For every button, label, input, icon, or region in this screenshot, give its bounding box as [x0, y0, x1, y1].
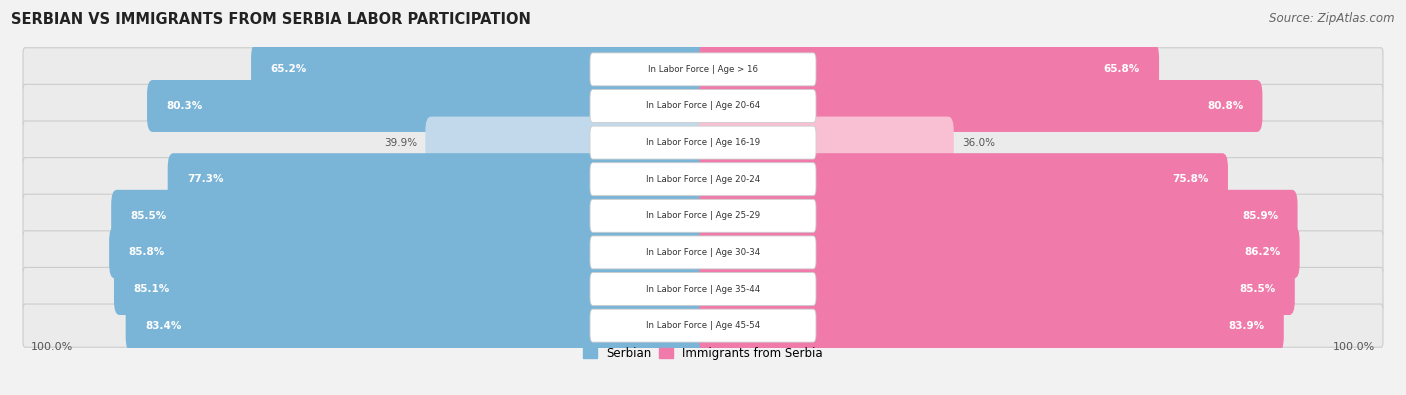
- Text: 77.3%: 77.3%: [187, 174, 224, 184]
- FancyBboxPatch shape: [591, 90, 815, 122]
- FancyBboxPatch shape: [699, 226, 1299, 278]
- Text: 86.2%: 86.2%: [1244, 247, 1281, 258]
- Text: 36.0%: 36.0%: [962, 137, 995, 148]
- FancyBboxPatch shape: [22, 267, 1384, 310]
- FancyBboxPatch shape: [22, 194, 1384, 237]
- Text: 39.9%: 39.9%: [384, 137, 418, 148]
- Text: 65.8%: 65.8%: [1104, 64, 1140, 74]
- FancyBboxPatch shape: [148, 80, 709, 132]
- Text: 100.0%: 100.0%: [1333, 342, 1375, 352]
- Text: 85.8%: 85.8%: [128, 247, 165, 258]
- Text: In Labor Force | Age 20-64: In Labor Force | Age 20-64: [645, 102, 761, 111]
- FancyBboxPatch shape: [591, 273, 815, 305]
- Text: In Labor Force | Age 20-24: In Labor Force | Age 20-24: [645, 175, 761, 184]
- FancyBboxPatch shape: [426, 117, 709, 169]
- FancyBboxPatch shape: [167, 153, 709, 205]
- FancyBboxPatch shape: [22, 85, 1384, 128]
- FancyBboxPatch shape: [114, 263, 709, 315]
- Text: 85.5%: 85.5%: [131, 211, 167, 221]
- FancyBboxPatch shape: [699, 263, 1295, 315]
- FancyBboxPatch shape: [699, 153, 1227, 205]
- Text: 85.5%: 85.5%: [1239, 284, 1275, 294]
- FancyBboxPatch shape: [22, 158, 1384, 201]
- Text: In Labor Force | Age 30-34: In Labor Force | Age 30-34: [645, 248, 761, 257]
- Text: 65.2%: 65.2%: [270, 64, 307, 74]
- Text: In Labor Force | Age > 16: In Labor Force | Age > 16: [648, 65, 758, 74]
- Text: SERBIAN VS IMMIGRANTS FROM SERBIA LABOR PARTICIPATION: SERBIAN VS IMMIGRANTS FROM SERBIA LABOR …: [11, 12, 531, 27]
- FancyBboxPatch shape: [252, 43, 709, 95]
- FancyBboxPatch shape: [111, 190, 709, 242]
- Text: 85.1%: 85.1%: [134, 284, 170, 294]
- Text: 83.4%: 83.4%: [145, 321, 181, 331]
- FancyBboxPatch shape: [591, 163, 815, 196]
- FancyBboxPatch shape: [22, 231, 1384, 274]
- FancyBboxPatch shape: [22, 304, 1384, 347]
- Text: Source: ZipAtlas.com: Source: ZipAtlas.com: [1270, 12, 1395, 25]
- FancyBboxPatch shape: [125, 300, 709, 352]
- Legend: Serbian, Immigrants from Serbia: Serbian, Immigrants from Serbia: [583, 347, 823, 360]
- FancyBboxPatch shape: [699, 300, 1284, 352]
- FancyBboxPatch shape: [591, 199, 815, 232]
- FancyBboxPatch shape: [699, 190, 1298, 242]
- Text: 80.8%: 80.8%: [1206, 101, 1243, 111]
- Text: 75.8%: 75.8%: [1173, 174, 1209, 184]
- FancyBboxPatch shape: [22, 121, 1384, 164]
- FancyBboxPatch shape: [699, 117, 953, 169]
- Text: 100.0%: 100.0%: [31, 342, 73, 352]
- FancyBboxPatch shape: [591, 53, 815, 86]
- Text: 80.3%: 80.3%: [166, 101, 202, 111]
- Text: In Labor Force | Age 35-44: In Labor Force | Age 35-44: [645, 284, 761, 293]
- Text: In Labor Force | Age 16-19: In Labor Force | Age 16-19: [645, 138, 761, 147]
- Text: 83.9%: 83.9%: [1229, 321, 1264, 331]
- Text: In Labor Force | Age 25-29: In Labor Force | Age 25-29: [645, 211, 761, 220]
- FancyBboxPatch shape: [591, 236, 815, 269]
- FancyBboxPatch shape: [699, 43, 1159, 95]
- FancyBboxPatch shape: [591, 126, 815, 159]
- FancyBboxPatch shape: [591, 309, 815, 342]
- Text: 85.9%: 85.9%: [1241, 211, 1278, 221]
- FancyBboxPatch shape: [699, 80, 1263, 132]
- FancyBboxPatch shape: [110, 226, 709, 278]
- Text: In Labor Force | Age 45-54: In Labor Force | Age 45-54: [645, 321, 761, 330]
- FancyBboxPatch shape: [22, 48, 1384, 91]
